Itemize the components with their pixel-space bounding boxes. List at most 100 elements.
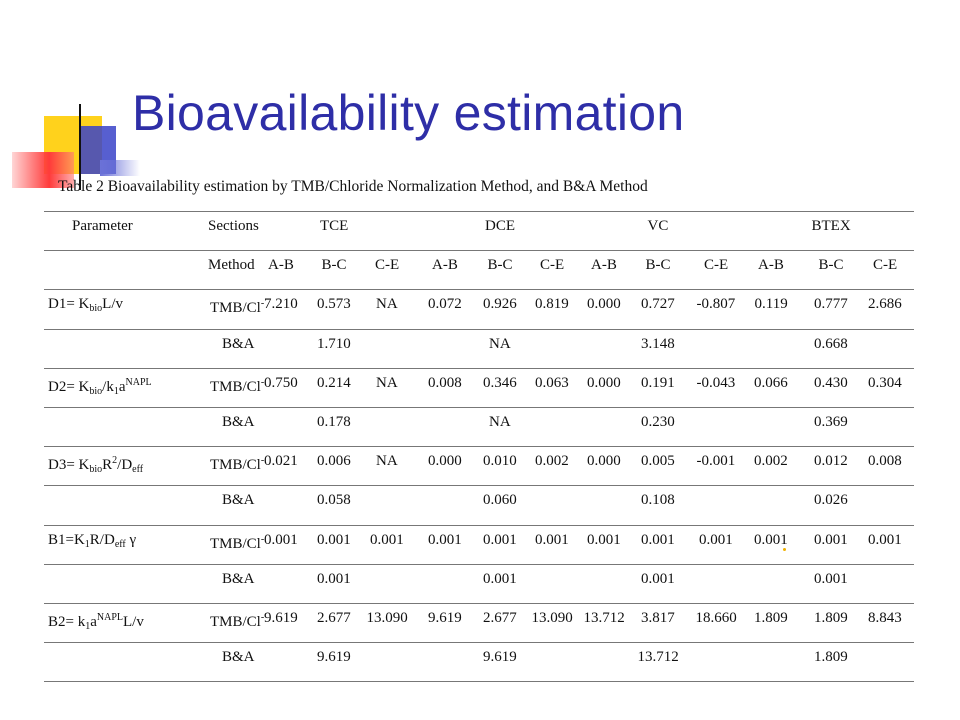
row-method: TMB/Cl- xyxy=(210,455,265,474)
table-cell: 0.001 xyxy=(428,531,462,548)
subheader-col: B-C xyxy=(321,257,347,274)
table-row: D3= KbioR2/Deff TMB/Cl- 0.021 0.006 NA 0.000 0… xyxy=(44,446,914,485)
row-parameter: D3= KbioR2/Deff xyxy=(48,455,144,476)
table-row: B&A 0.001 0.001 0.001 0.001 xyxy=(44,563,914,603)
table-cell: 0.001 xyxy=(317,570,351,587)
table-cell: 0.000 xyxy=(587,453,621,470)
subheader-col: C-E xyxy=(540,257,565,274)
table-cell: 0.001 xyxy=(814,531,848,548)
table-cell: 0.178 xyxy=(317,413,351,430)
logo-vertical-line xyxy=(79,104,81,190)
table-cell: 0.001 xyxy=(483,531,517,548)
table-cell: -0.001 xyxy=(696,453,736,470)
row-method: B&A xyxy=(222,649,255,666)
header-group-vc: VC xyxy=(647,218,669,234)
table-cell: 9.619 xyxy=(317,649,351,666)
row-parameter: D1= KbioL/v xyxy=(48,296,123,315)
table-cell: 0.000 xyxy=(428,453,462,470)
table-row: D2= Kbio/k1aNAPL TMB/Cl- 0.750 0.214 NA 0.008… xyxy=(44,367,914,407)
table-cell: 0.001 xyxy=(370,531,404,548)
table-cell: 0.006 xyxy=(317,453,351,470)
row-parameter: D2= Kbio/k1aNAPL xyxy=(48,376,152,397)
table-cell: 0.060 xyxy=(483,492,517,509)
row-parameter: B2= k1aNAPLL/v xyxy=(48,611,144,632)
table-cell: 0.214 xyxy=(317,374,351,391)
table-cell: 0.021 xyxy=(264,453,298,470)
stray-dot xyxy=(783,548,786,551)
table-cell: 0.001 xyxy=(699,531,733,548)
table-cell: 0.000 xyxy=(587,296,621,313)
table-cell: 0.369 xyxy=(814,413,848,430)
table-cell: 0.750 xyxy=(264,374,298,391)
table-cell: 2.677 xyxy=(317,609,351,626)
logo-blue-fade xyxy=(100,160,140,176)
subheader-col: A-B xyxy=(268,257,294,274)
table-cell: -0.807 xyxy=(696,296,736,313)
row-method: TMB/Cl- xyxy=(210,376,265,395)
table-cell: 13.090 xyxy=(366,609,408,626)
subheader-col: B-C xyxy=(818,257,844,274)
row-method: B&A xyxy=(222,335,255,352)
header-group-dce: DCE xyxy=(485,218,515,234)
row-method: B&A xyxy=(222,492,255,509)
table-cell: 1.809 xyxy=(814,609,848,626)
table-cell: 0.066 xyxy=(754,374,788,391)
header-group-tce: TCE xyxy=(320,218,349,234)
table-row: B&A 0.178 NA 0.230 0.369 xyxy=(44,406,914,446)
row-parameter: B1=K1R/Deff γ xyxy=(48,531,137,550)
table-cell: 0.002 xyxy=(754,453,788,470)
table-cell: 0.001 xyxy=(641,570,675,587)
table-cell: 0.668 xyxy=(814,335,848,352)
header-group-btex: BTEX xyxy=(811,218,851,234)
table-cell: 0.346 xyxy=(483,374,517,391)
subheader-col: B-C xyxy=(487,257,513,274)
table-cell: 7.210 xyxy=(264,296,298,313)
table-cell: 0.002 xyxy=(535,453,569,470)
table-cell: 0.058 xyxy=(317,492,351,509)
table-cell: 0.026 xyxy=(814,492,848,509)
row-method: B&A xyxy=(222,570,255,587)
table-cell: 0.001 xyxy=(264,531,298,548)
table-cell: 0.008 xyxy=(428,374,462,391)
table-cell: 2.686 xyxy=(868,296,902,313)
table-cell: 3.148 xyxy=(641,335,675,352)
subheader-col: A-B xyxy=(591,257,617,274)
table-cell: NA xyxy=(376,296,398,313)
table-cell: 0.008 xyxy=(868,453,902,470)
table-cell: 1.809 xyxy=(754,609,788,626)
table-cell: NA xyxy=(489,335,511,352)
table-row: B&A 9.619 9.619 13.712 1.809 xyxy=(44,642,914,683)
table-cell: 0.005 xyxy=(641,453,675,470)
table-cell: 0.191 xyxy=(641,374,675,391)
table-cell: 0.001 xyxy=(754,531,788,548)
table-row: B&A 1.710 NA 3.148 0.668 xyxy=(44,328,914,368)
table-cell: 0.727 xyxy=(641,296,675,313)
table-cell: 3.817 xyxy=(641,609,675,626)
subheader-col: C-E xyxy=(873,257,898,274)
table-row: D1= KbioL/v TMB/Cl- 7.210 0.573 NA 0.072 0.926… xyxy=(44,289,914,328)
table-cell: 0.001 xyxy=(641,531,675,548)
table-cell: 9.619 xyxy=(483,649,517,666)
table-cell: 0.001 xyxy=(535,531,569,548)
table-cell: 0.001 xyxy=(483,570,517,587)
table-cell: 0.063 xyxy=(535,374,569,391)
table-cell: 0.926 xyxy=(483,296,517,313)
table-cell: 0.573 xyxy=(317,296,351,313)
table-cell: 0.777 xyxy=(814,296,848,313)
table-cell: 0.430 xyxy=(814,374,848,391)
header-sections: Sections xyxy=(208,218,259,234)
slide-title: Bioavailability estimation xyxy=(132,85,685,141)
table-cell: 1.710 xyxy=(317,335,351,352)
table-cell: 0.230 xyxy=(641,413,675,430)
row-method: B&A xyxy=(222,413,255,430)
subheader-col: C-E xyxy=(704,257,729,274)
table-cell: 0.000 xyxy=(587,374,621,391)
table-cell: 0.108 xyxy=(641,492,675,509)
table-cell: 13.712 xyxy=(637,649,679,666)
row-method: TMB/Cl- xyxy=(210,298,265,317)
table-cell: 9.619 xyxy=(428,609,462,626)
subheader-method: Method xyxy=(208,257,255,274)
subheader-col: C-E xyxy=(375,257,400,274)
table-caption: Table 2 Bioavailability estimation by TM… xyxy=(58,178,648,195)
row-method: TMB/Cl- xyxy=(210,611,265,630)
